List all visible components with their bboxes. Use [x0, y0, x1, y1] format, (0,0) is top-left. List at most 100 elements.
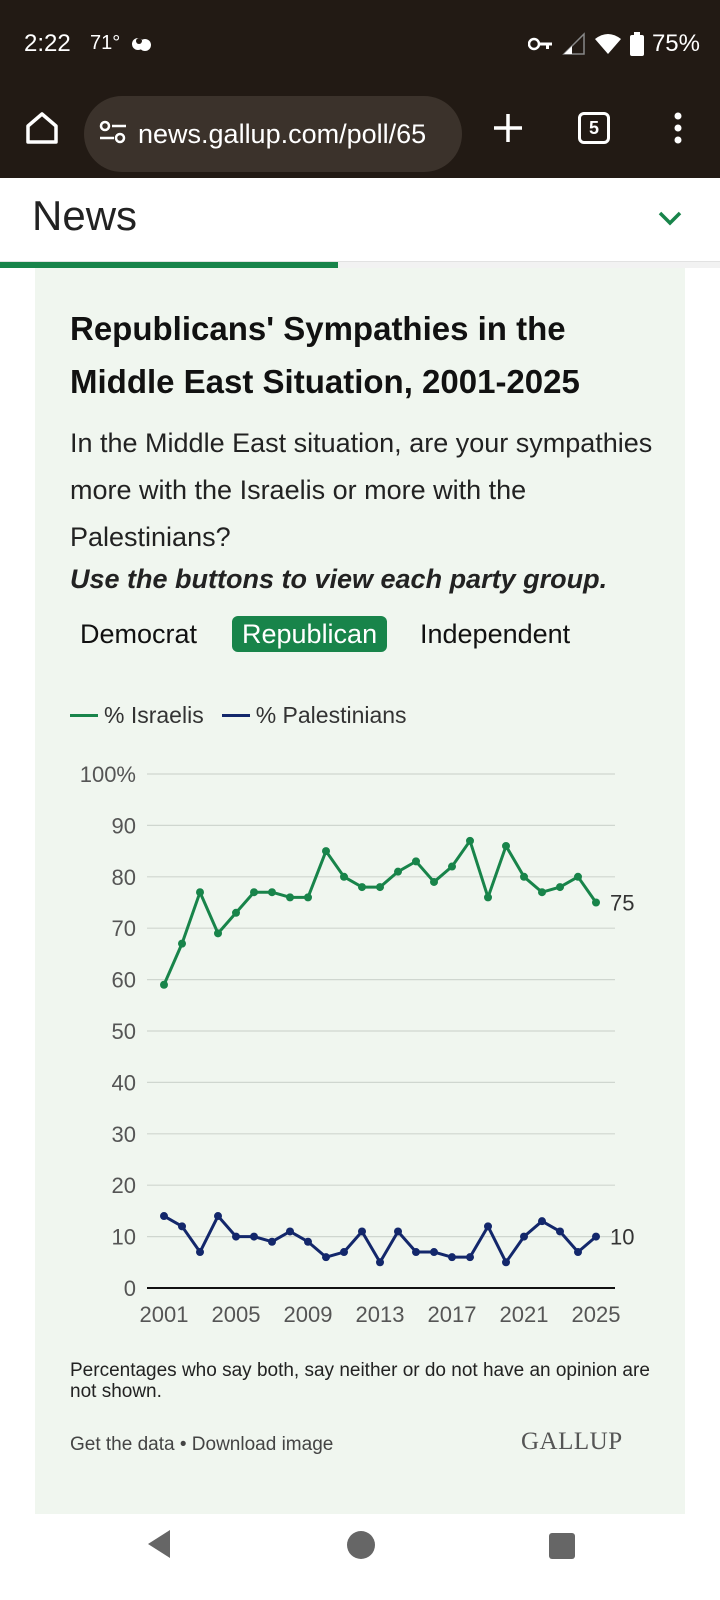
- data-point-palestinians: [556, 1227, 564, 1236]
- x-tick-label: 2025: [572, 1302, 621, 1327]
- chart-title: Republicans' Sympathies in the Middle Ea…: [70, 310, 580, 400]
- url-text: news.gallup.com/poll/65: [138, 118, 427, 149]
- chart-instruction: Use the buttons to view each party group…: [70, 564, 608, 594]
- reading-progress-bar: [0, 262, 720, 268]
- x-tick-label: 2013: [356, 1302, 405, 1327]
- data-point-palestinians: [394, 1227, 402, 1236]
- data-point-palestinians: [502, 1258, 510, 1267]
- section-header[interactable]: News: [0, 178, 720, 262]
- chart-legend: % Israelis % Palestinians: [70, 700, 425, 730]
- x-tick-label: 2017: [428, 1302, 477, 1327]
- data-point-palestinians: [340, 1248, 348, 1257]
- data-point-palestinians: [574, 1248, 582, 1257]
- chart-card: Republicans' Sympathies in the Middle Ea…: [35, 268, 685, 1514]
- data-point-israelis: [520, 872, 528, 881]
- data-point-palestinians: [484, 1222, 492, 1231]
- data-point-palestinians: [160, 1212, 168, 1221]
- independent-button[interactable]: Independent: [420, 619, 571, 649]
- end-label-palestinians: 10: [610, 1225, 634, 1250]
- section-title: News: [32, 192, 138, 239]
- chart-footnote: Percentages who say both, say neither or…: [70, 1360, 650, 1402]
- wifi-icon: [594, 33, 622, 55]
- y-tick-label: 70: [112, 916, 136, 941]
- y-tick-label: 10: [112, 1225, 136, 1250]
- y-tick-label: 50: [112, 1019, 136, 1044]
- legend-label-israelis: % Israelis: [104, 701, 204, 728]
- data-point-israelis: [574, 872, 582, 881]
- data-point-israelis: [340, 872, 348, 881]
- data-point-palestinians: [466, 1253, 474, 1262]
- data-point-israelis: [160, 980, 168, 989]
- data-point-israelis: [376, 883, 384, 892]
- data-point-israelis: [196, 888, 204, 897]
- tabs-icon[interactable]: 5: [578, 112, 610, 144]
- end-label-israelis: 75: [610, 891, 634, 916]
- data-point-israelis: [268, 888, 276, 897]
- data-point-israelis: [538, 888, 546, 897]
- data-point-israelis: [358, 883, 366, 892]
- data-point-palestinians: [286, 1227, 294, 1236]
- y-tick-label: 90: [112, 813, 136, 838]
- chevron-down-icon[interactable]: [656, 208, 684, 233]
- data-point-israelis: [250, 888, 258, 897]
- home-nav-icon[interactable]: [346, 1530, 376, 1565]
- data-point-palestinians: [376, 1258, 384, 1267]
- cloud-icon: [130, 34, 154, 59]
- browser-toolbar: news.gallup.com/poll/65 5: [0, 90, 720, 178]
- data-point-palestinians: [250, 1232, 258, 1241]
- recents-icon[interactable]: [548, 1532, 576, 1565]
- gallup-logo: GALLUP: [521, 1428, 623, 1455]
- back-icon[interactable]: [144, 1528, 174, 1565]
- y-tick-label: 80: [112, 865, 136, 890]
- y-tick-label: 100%: [80, 762, 136, 787]
- republican-button[interactable]: Republican: [232, 616, 388, 652]
- data-point-palestinians: [178, 1222, 186, 1231]
- footer-separator: •: [174, 1434, 192, 1455]
- data-point-israelis: [214, 929, 222, 938]
- data-point-palestinians: [448, 1253, 456, 1262]
- data-point-palestinians: [232, 1232, 240, 1241]
- chart-question: In the Middle East situation, are your s…: [70, 428, 653, 552]
- data-point-palestinians: [430, 1248, 438, 1257]
- data-point-palestinians: [520, 1232, 528, 1241]
- data-point-palestinians: [412, 1248, 420, 1257]
- key-icon: [527, 36, 554, 52]
- x-tick-label: 2001: [140, 1302, 189, 1327]
- tune-icon[interactable]: [98, 119, 128, 150]
- legend-label-palestinians: % Palestinians: [255, 701, 407, 728]
- data-point-palestinians: [592, 1232, 600, 1241]
- democrat-button[interactable]: Democrat: [80, 619, 198, 649]
- series-line-palestinians: [163, 1214, 597, 1264]
- data-point-palestinians: [214, 1212, 222, 1221]
- data-point-israelis: [412, 857, 420, 866]
- data-point-israelis: [286, 893, 294, 902]
- data-point-israelis: [430, 877, 438, 886]
- data-point-palestinians: [358, 1227, 366, 1236]
- line-chart: 0 10 20 30 40 50 60 70 80 90 100% 2001 2005 2009 2013 2…: [80, 762, 635, 1327]
- y-tick-label: 0: [124, 1276, 136, 1301]
- home-icon[interactable]: [22, 108, 62, 148]
- data-point-israelis: [502, 841, 510, 850]
- data-point-israelis: [466, 836, 474, 845]
- address-bar[interactable]: news.gallup.com/poll/65: [84, 96, 462, 172]
- data-point-israelis: [592, 898, 600, 907]
- data-point-israelis: [448, 862, 456, 871]
- signal-icon: [562, 32, 586, 56]
- y-tick-label: 20: [112, 1173, 136, 1198]
- data-point-israelis: [322, 847, 330, 856]
- get-data-link[interactable]: Get the data: [70, 1434, 175, 1455]
- download-image-link[interactable]: Download image: [191, 1434, 334, 1455]
- legend-swatch-israelis: [70, 713, 98, 717]
- status-time: 2:22: [24, 30, 71, 57]
- data-point-palestinians: [196, 1248, 204, 1257]
- battery-icon: [629, 32, 644, 56]
- data-point-israelis: [304, 893, 312, 902]
- x-tick-label: 2005: [212, 1302, 261, 1327]
- legend-item-palestinians: % Palestinians: [221, 701, 407, 729]
- series-line-israelis: [162, 839, 598, 986]
- system-nav-bar: [0, 1514, 720, 1600]
- legend-swatch-palestinians: [221, 713, 250, 717]
- plus-icon[interactable]: [488, 108, 528, 148]
- x-tick-label: 2009: [284, 1302, 333, 1327]
- more-vert-icon[interactable]: [668, 108, 688, 148]
